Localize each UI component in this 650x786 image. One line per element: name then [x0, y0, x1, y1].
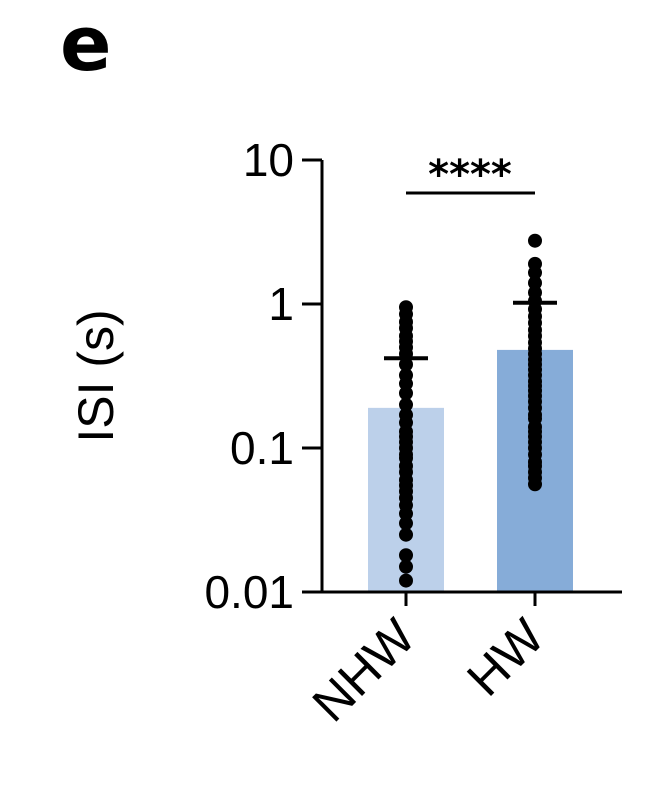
y-ticks: 10 1 0.1 0.01: [204, 134, 322, 618]
data-point: [399, 506, 413, 521]
data-point: [399, 527, 413, 542]
significance-label: ****: [428, 152, 512, 198]
panel-label: e: [60, 0, 112, 88]
data-point: [528, 477, 542, 492]
x-tick-label-nhw: NHW: [302, 608, 427, 733]
y-axis-title: ISI (s): [68, 309, 124, 442]
y-tick-label: 1: [268, 278, 294, 330]
y-tick-label: 10: [243, 134, 294, 186]
data-point: [399, 573, 413, 588]
data-point: [399, 559, 413, 574]
data-point: [528, 275, 542, 290]
y-tick-label: 0.01: [204, 566, 294, 618]
data-point: [528, 233, 542, 248]
data-point: [528, 265, 542, 280]
y-tick-label: 0.1: [230, 422, 294, 474]
x-tick-label-hw: HW: [456, 608, 555, 707]
bars-layer: [368, 349, 573, 592]
error-layer: [384, 300, 557, 408]
data-point: [399, 516, 413, 531]
x-ticks: NHW HW: [302, 592, 555, 733]
data-point: [399, 548, 413, 563]
